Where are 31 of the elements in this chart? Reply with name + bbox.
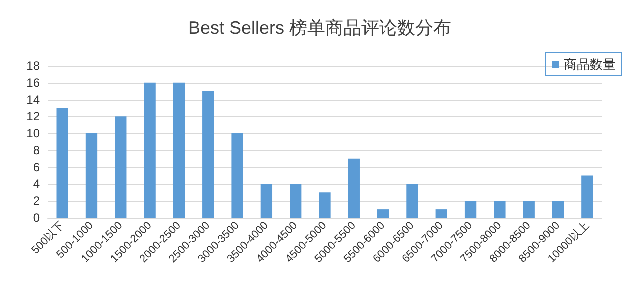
bar [260, 184, 273, 218]
bar [290, 184, 302, 218]
bar [115, 116, 127, 218]
bar [406, 184, 418, 218]
bar [202, 91, 214, 218]
bar [144, 82, 156, 218]
bar [173, 82, 186, 218]
chart-title: Best Sellers 榜单商品评论数分布 [188, 18, 452, 38]
bar [436, 210, 448, 218]
y-tick-label: 14 [26, 92, 40, 107]
bar [86, 134, 98, 218]
y-tick-label: 16 [26, 76, 40, 90]
bar [56, 108, 68, 218]
bar [232, 134, 244, 218]
y-tick-label: 4 [33, 177, 40, 192]
legend-label: 商品数量 [564, 57, 616, 72]
bar [377, 210, 390, 218]
bar [319, 192, 331, 218]
bar [523, 201, 535, 218]
bar [582, 176, 594, 218]
bar [348, 158, 360, 218]
y-tick-label: 12 [26, 110, 40, 124]
y-tick-label: 18 [26, 59, 40, 73]
y-tick-label: 8 [33, 143, 40, 158]
y-tick-label: 6 [33, 160, 40, 174]
bar [552, 201, 564, 218]
bar [494, 201, 506, 218]
y-tick-label: 10 [26, 126, 40, 141]
y-tick-label: 0 [33, 211, 40, 225]
bar [464, 201, 477, 218]
y-tick-label: 2 [33, 194, 40, 208]
